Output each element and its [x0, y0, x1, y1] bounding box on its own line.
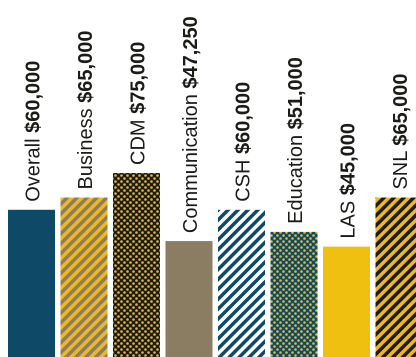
category-label: CDM [128, 114, 150, 165]
category-label: SNL [390, 146, 412, 190]
bar-csh [218, 209, 265, 357]
bar-overall [8, 209, 55, 357]
value-label: $75,000 [128, 42, 150, 114]
bar-label-business: Business $65,000 [75, 31, 97, 190]
bar-communication [165, 241, 213, 357]
bar-label-cdm: CDM $75,000 [128, 42, 150, 165]
value-label: $51,000 [285, 57, 307, 129]
bar-label-communication: Communication $47,250 [180, 16, 202, 233]
bar-snl [375, 197, 416, 357]
bars-group [8, 173, 416, 357]
value-label: $45,000 [338, 123, 360, 195]
category-label: Overall [23, 133, 45, 202]
bar-las [323, 246, 370, 357]
value-label: $60,000 [23, 61, 45, 133]
category-label: Business [75, 103, 97, 190]
value-label: $47,250 [180, 16, 202, 88]
bar-label-overall: Overall $60,000 [23, 61, 45, 202]
value-label: $65,000 [390, 74, 412, 146]
category-label: Education [285, 129, 307, 224]
value-label: $65,000 [75, 31, 97, 103]
bar-label-las: LAS $45,000 [338, 123, 360, 239]
labels-group: Overall $60,000 Business $65,000 CDM $75,0… [23, 16, 413, 238]
category-label: CSH [233, 154, 255, 202]
bar-label-csh: CSH $60,000 [233, 82, 255, 202]
value-label: $60,000 [233, 82, 255, 154]
category-label: Communication [180, 89, 202, 234]
category-label: LAS [338, 195, 360, 238]
bar-education [270, 231, 318, 357]
bar-business [60, 197, 108, 357]
bar-label-snl: SNL $65,000 [390, 74, 412, 190]
bar-cdm [113, 173, 160, 357]
bar-label-education: Education $51,000 [285, 57, 307, 224]
